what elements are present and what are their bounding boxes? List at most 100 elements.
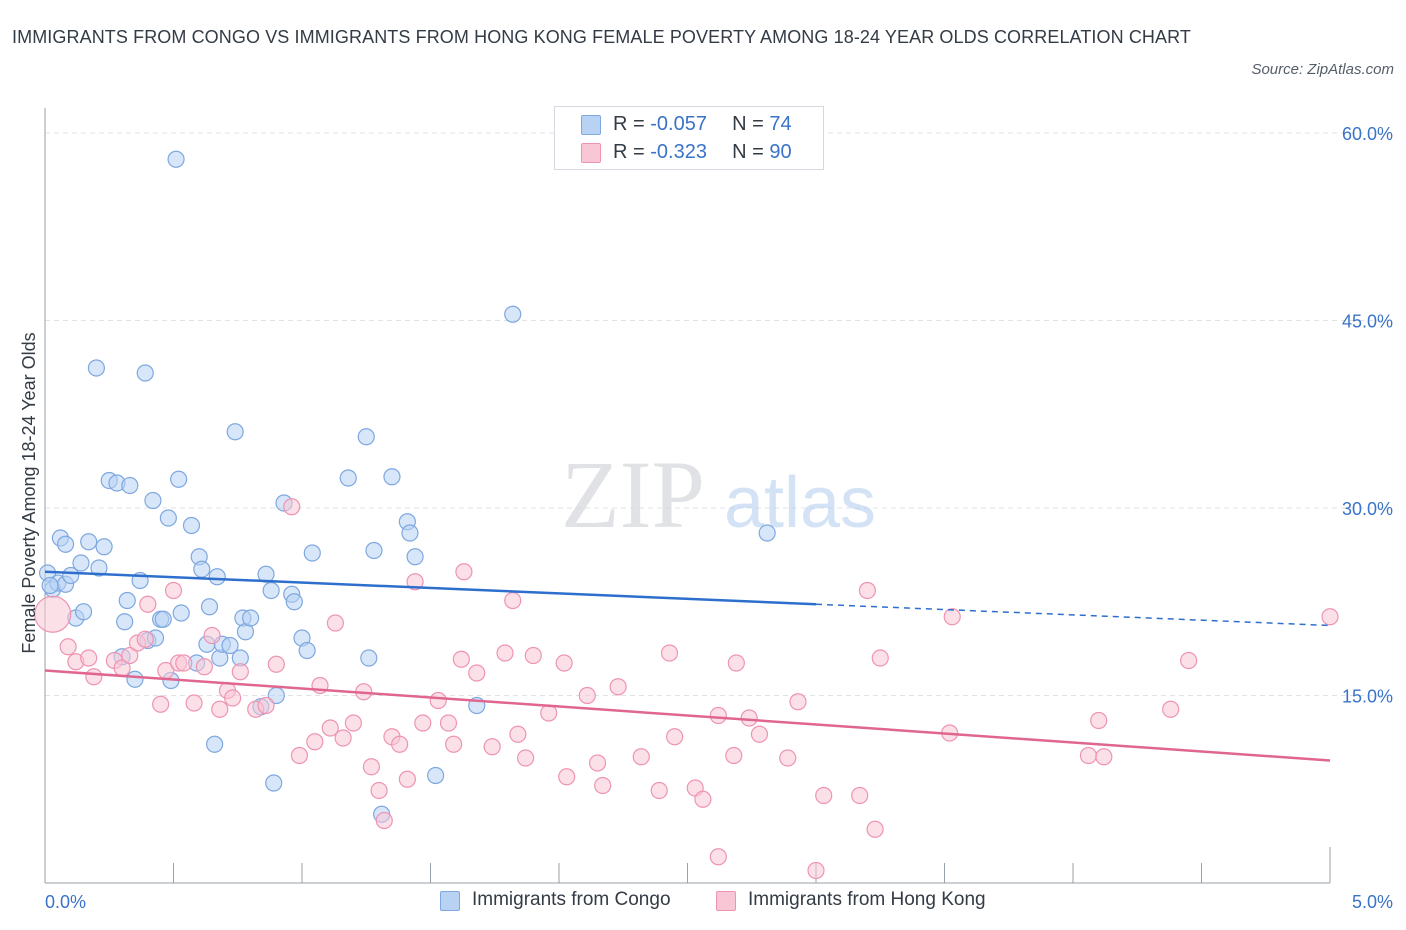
x-tick-label-min: 0.0% [45, 892, 86, 912]
legend-r-value-hongkong: -0.323 [650, 141, 707, 163]
congo-point [226, 423, 244, 441]
hongkong-point [185, 694, 203, 712]
chart-title: IMMIGRANTS FROM CONGO VS IMMIGRANTS FROM… [12, 27, 1191, 47]
series-legend: Immigrants from Congo Immigrants from Ho… [0, 886, 1406, 916]
hongkong-point [59, 638, 77, 656]
hongkong-point [632, 748, 650, 766]
congo-point [357, 428, 375, 446]
congo-point [121, 476, 139, 495]
hongkong-point [1180, 651, 1198, 670]
congo-point [118, 591, 136, 610]
legend-n-label: N = [732, 141, 770, 163]
hongkong-point [439, 714, 458, 732]
hongkong-point [398, 770, 416, 788]
hongkong-point [455, 563, 473, 581]
hongkong-point [709, 848, 727, 866]
legend-label-hongkong: Immigrants from Hong Kong [748, 889, 986, 910]
hongkong-point [851, 786, 869, 805]
hongkong-point [290, 746, 309, 765]
congo-point [90, 559, 108, 577]
legend-swatch-congo [440, 891, 460, 911]
congo-point [116, 613, 134, 631]
hongkong-point [391, 735, 409, 753]
hongkong-point [866, 820, 884, 838]
hongkong-point [164, 581, 183, 600]
congo-point [95, 538, 113, 556]
hongkong-point [709, 706, 727, 725]
congo-point [298, 641, 316, 660]
congo-point [339, 469, 357, 487]
congo-point [262, 581, 280, 600]
congo-point [126, 670, 144, 688]
hongkong-point [267, 655, 285, 673]
congo-point [172, 604, 190, 622]
hongkong-point [496, 644, 514, 662]
hongkong-point [175, 654, 193, 672]
hongkong-point [504, 591, 522, 610]
congo-point [360, 649, 378, 667]
congo-point [303, 544, 321, 562]
hongkong-point [452, 650, 470, 668]
hongkong-point [283, 498, 301, 516]
hongkong-point [406, 573, 424, 591]
congo-point [74, 603, 93, 621]
congo-point [758, 524, 776, 542]
hongkong-point [555, 654, 573, 672]
watermark: ZIP atlas [561, 441, 876, 548]
hongkong-point [943, 608, 961, 626]
hongkong-point [224, 689, 242, 707]
trend-line-hongkong [44, 669, 1331, 762]
congo-point [144, 491, 162, 510]
legend-n-value-congo: 74 [769, 113, 792, 135]
hongkong-point [594, 776, 612, 795]
congo-point [41, 576, 59, 595]
y-tick-label: 30.0% [1342, 499, 1393, 519]
hongkong-point [789, 693, 807, 711]
watermark-atlas: atlas [724, 463, 876, 543]
congo-point [427, 766, 445, 785]
stats-legend: R = -0.057 N = 74 R = -0.323 N = 90 [554, 106, 824, 170]
hongkong-point [588, 754, 607, 772]
congo-point [87, 359, 106, 377]
x-tick-label-max: 5.0% [1352, 892, 1393, 912]
congo-point [154, 610, 172, 628]
congo-point [80, 533, 98, 551]
congo-point [265, 774, 283, 792]
hongkong-point [779, 749, 797, 767]
congo-point [504, 305, 522, 323]
congo-point [182, 516, 201, 535]
hongkong-point [578, 686, 596, 705]
congo-point [136, 364, 154, 382]
legend-r-label: R = [613, 113, 651, 135]
hongkong-point [85, 668, 103, 686]
congo-point [285, 593, 303, 611]
hongkong-point [666, 728, 684, 746]
series-hongkong-points [34, 498, 1339, 880]
source-credit: Source: ZipAtlas.com [1251, 61, 1394, 78]
legend-n-value-hongkong: 90 [769, 141, 792, 163]
hongkong-point [429, 691, 447, 710]
legend-r-value-congo: -0.057 [650, 113, 707, 135]
hongkong-point [524, 646, 542, 665]
legend-swatch-congo [581, 115, 601, 135]
congo-point [206, 735, 224, 753]
hongkong-point [725, 746, 743, 765]
gridlines [45, 132, 1390, 696]
hongkong-point [121, 646, 139, 665]
hongkong-point [136, 630, 154, 648]
trend-line-congo [44, 570, 817, 606]
congo-point [56, 535, 75, 553]
hongkong-point [306, 733, 324, 751]
hongkong-point [362, 758, 380, 776]
congo-point [193, 560, 211, 578]
hongkong-point [740, 709, 758, 727]
y-axis-label: Female Poverty Among 18-24 Year Olds [19, 332, 39, 653]
watermark-zip: ZIP [561, 441, 705, 548]
congo-point [72, 554, 90, 572]
hongkong-point [516, 749, 535, 767]
hongkong-point [139, 595, 157, 613]
congo-point [167, 150, 185, 168]
congo-point [383, 468, 401, 486]
congo-point [406, 548, 424, 566]
legend-swatch-hongkong [581, 143, 601, 163]
